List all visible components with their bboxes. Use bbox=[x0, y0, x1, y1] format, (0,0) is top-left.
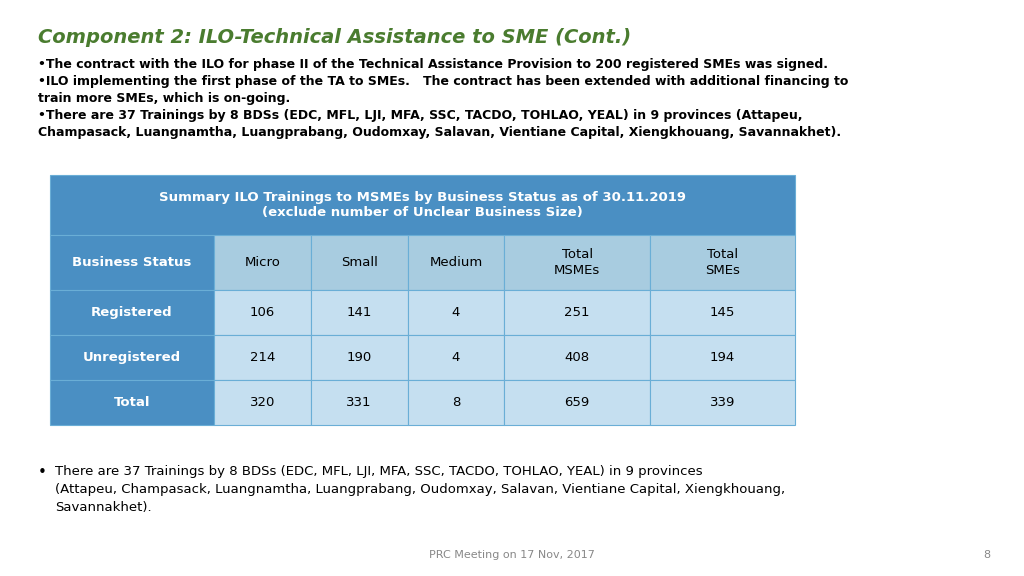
Text: 8: 8 bbox=[452, 396, 460, 409]
Text: 106: 106 bbox=[250, 306, 275, 319]
Text: Total
SMEs: Total SMEs bbox=[705, 248, 739, 276]
Bar bbox=[505, 380, 649, 425]
Bar bbox=[649, 335, 795, 380]
Text: Champasack, Luangnamtha, Luangprabang, Oudomxay, Salavan, Vientiane Capital, Xie: Champasack, Luangnamtha, Luangprabang, O… bbox=[38, 126, 841, 139]
Text: •: • bbox=[38, 465, 47, 480]
Text: Medium: Medium bbox=[429, 256, 482, 269]
Bar bbox=[50, 175, 795, 235]
Bar bbox=[310, 335, 408, 380]
Bar bbox=[214, 380, 310, 425]
Text: train more SMEs, which is on-going.: train more SMEs, which is on-going. bbox=[38, 92, 290, 105]
Bar bbox=[505, 335, 649, 380]
Bar bbox=[649, 290, 795, 335]
Text: 320: 320 bbox=[250, 396, 275, 409]
Text: 408: 408 bbox=[564, 351, 590, 364]
Text: 251: 251 bbox=[564, 306, 590, 319]
Bar bbox=[408, 235, 505, 290]
Text: Registered: Registered bbox=[91, 306, 173, 319]
Text: Micro: Micro bbox=[245, 256, 281, 269]
Text: •There are 37 Trainings by 8 BDSs (EDC, MFL, LJI, MFA, SSC, TACDO, TOHLAO, YEAL): •There are 37 Trainings by 8 BDSs (EDC, … bbox=[38, 109, 803, 122]
Bar bbox=[408, 335, 505, 380]
Text: •The contract with the ILO for phase II of the Technical Assistance Provision to: •The contract with the ILO for phase II … bbox=[38, 58, 828, 71]
Bar bbox=[408, 380, 505, 425]
Text: 214: 214 bbox=[250, 351, 275, 364]
Text: 141: 141 bbox=[346, 306, 372, 319]
Text: PRC Meeting on 17 Nov, 2017: PRC Meeting on 17 Nov, 2017 bbox=[429, 550, 595, 560]
Text: 194: 194 bbox=[710, 351, 735, 364]
Bar bbox=[310, 235, 408, 290]
Bar bbox=[310, 290, 408, 335]
Bar bbox=[408, 290, 505, 335]
Text: 4: 4 bbox=[452, 351, 460, 364]
Bar bbox=[310, 380, 408, 425]
Text: Summary ILO Trainings to MSMEs by Business Status as of 30.11.2019
(exclude numb: Summary ILO Trainings to MSMEs by Busine… bbox=[159, 191, 686, 219]
Bar bbox=[50, 235, 214, 290]
Bar bbox=[50, 380, 214, 425]
Bar bbox=[505, 290, 649, 335]
Text: 4: 4 bbox=[452, 306, 460, 319]
Text: Unregistered: Unregistered bbox=[83, 351, 181, 364]
Text: Savannakhet).: Savannakhet). bbox=[55, 501, 152, 514]
Bar bbox=[50, 290, 214, 335]
Text: 190: 190 bbox=[346, 351, 372, 364]
Text: Business Status: Business Status bbox=[73, 256, 191, 269]
Bar bbox=[505, 235, 649, 290]
Text: 145: 145 bbox=[710, 306, 735, 319]
Text: Component 2: ILO-Technical Assistance to SME (Cont.): Component 2: ILO-Technical Assistance to… bbox=[38, 28, 631, 47]
Bar bbox=[214, 235, 310, 290]
Text: (Attapeu, Champasack, Luangnamtha, Luangprabang, Oudomxay, Salavan, Vientiane Ca: (Attapeu, Champasack, Luangnamtha, Luang… bbox=[55, 483, 785, 496]
Bar bbox=[649, 235, 795, 290]
Text: 331: 331 bbox=[346, 396, 372, 409]
Bar bbox=[50, 335, 214, 380]
Text: •ILO implementing the first phase of the TA to SMEs.   The contract has been ext: •ILO implementing the first phase of the… bbox=[38, 75, 848, 88]
Text: Total
MSMEs: Total MSMEs bbox=[554, 248, 600, 276]
Text: Total: Total bbox=[114, 396, 151, 409]
Text: There are 37 Trainings by 8 BDSs (EDC, MFL, LJI, MFA, SSC, TACDO, TOHLAO, YEAL) : There are 37 Trainings by 8 BDSs (EDC, M… bbox=[55, 465, 702, 478]
Bar bbox=[649, 380, 795, 425]
Bar bbox=[214, 290, 310, 335]
Text: 659: 659 bbox=[564, 396, 590, 409]
Bar bbox=[214, 335, 310, 380]
Text: Small: Small bbox=[341, 256, 378, 269]
Text: 8: 8 bbox=[983, 550, 990, 560]
Text: 339: 339 bbox=[710, 396, 735, 409]
